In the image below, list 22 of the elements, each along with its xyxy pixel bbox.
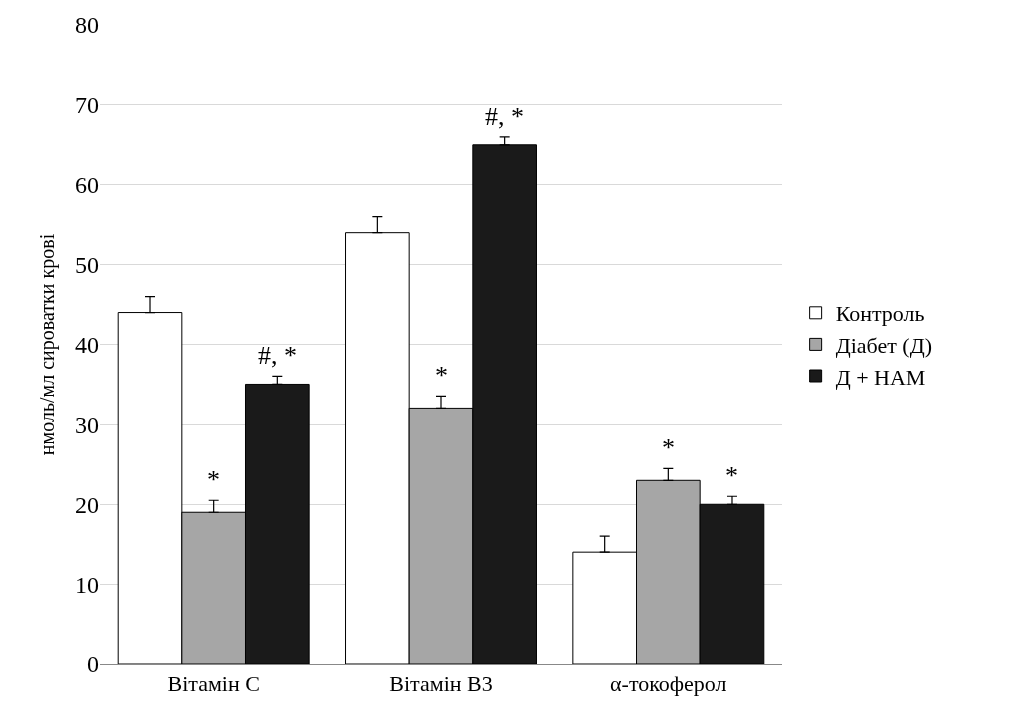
data-label: #, *: [485, 102, 524, 131]
legend-label: Контроль: [835, 301, 925, 327]
y-axis-title: нмоль/мл сироватки крові: [35, 233, 59, 456]
y-tick-label: 80: [75, 12, 99, 39]
x-tick-label: α-токоферол: [610, 671, 727, 697]
legend-label: Д + НАМ: [835, 364, 926, 390]
y-tick-label: 60: [75, 172, 99, 199]
data-label: #, *: [258, 341, 297, 370]
data-label: *: [662, 433, 675, 462]
y-tick-label: 20: [75, 491, 99, 518]
y-tick-label: 10: [75, 571, 99, 598]
data-label: *: [207, 465, 220, 494]
y-tick-label: 30: [75, 411, 99, 438]
y-tick-label: 0: [87, 651, 99, 678]
y-tick-label: 50: [75, 252, 99, 279]
legend-label: Діабет (Д): [835, 332, 932, 358]
y-tick-label: 40: [75, 331, 99, 358]
data-label: *: [435, 361, 448, 390]
x-tick-label: Вітамін В3: [389, 671, 493, 697]
data-label: *: [725, 461, 738, 490]
x-tick-label: Вітамін С: [167, 671, 260, 697]
y-tick-label: 70: [75, 92, 99, 119]
